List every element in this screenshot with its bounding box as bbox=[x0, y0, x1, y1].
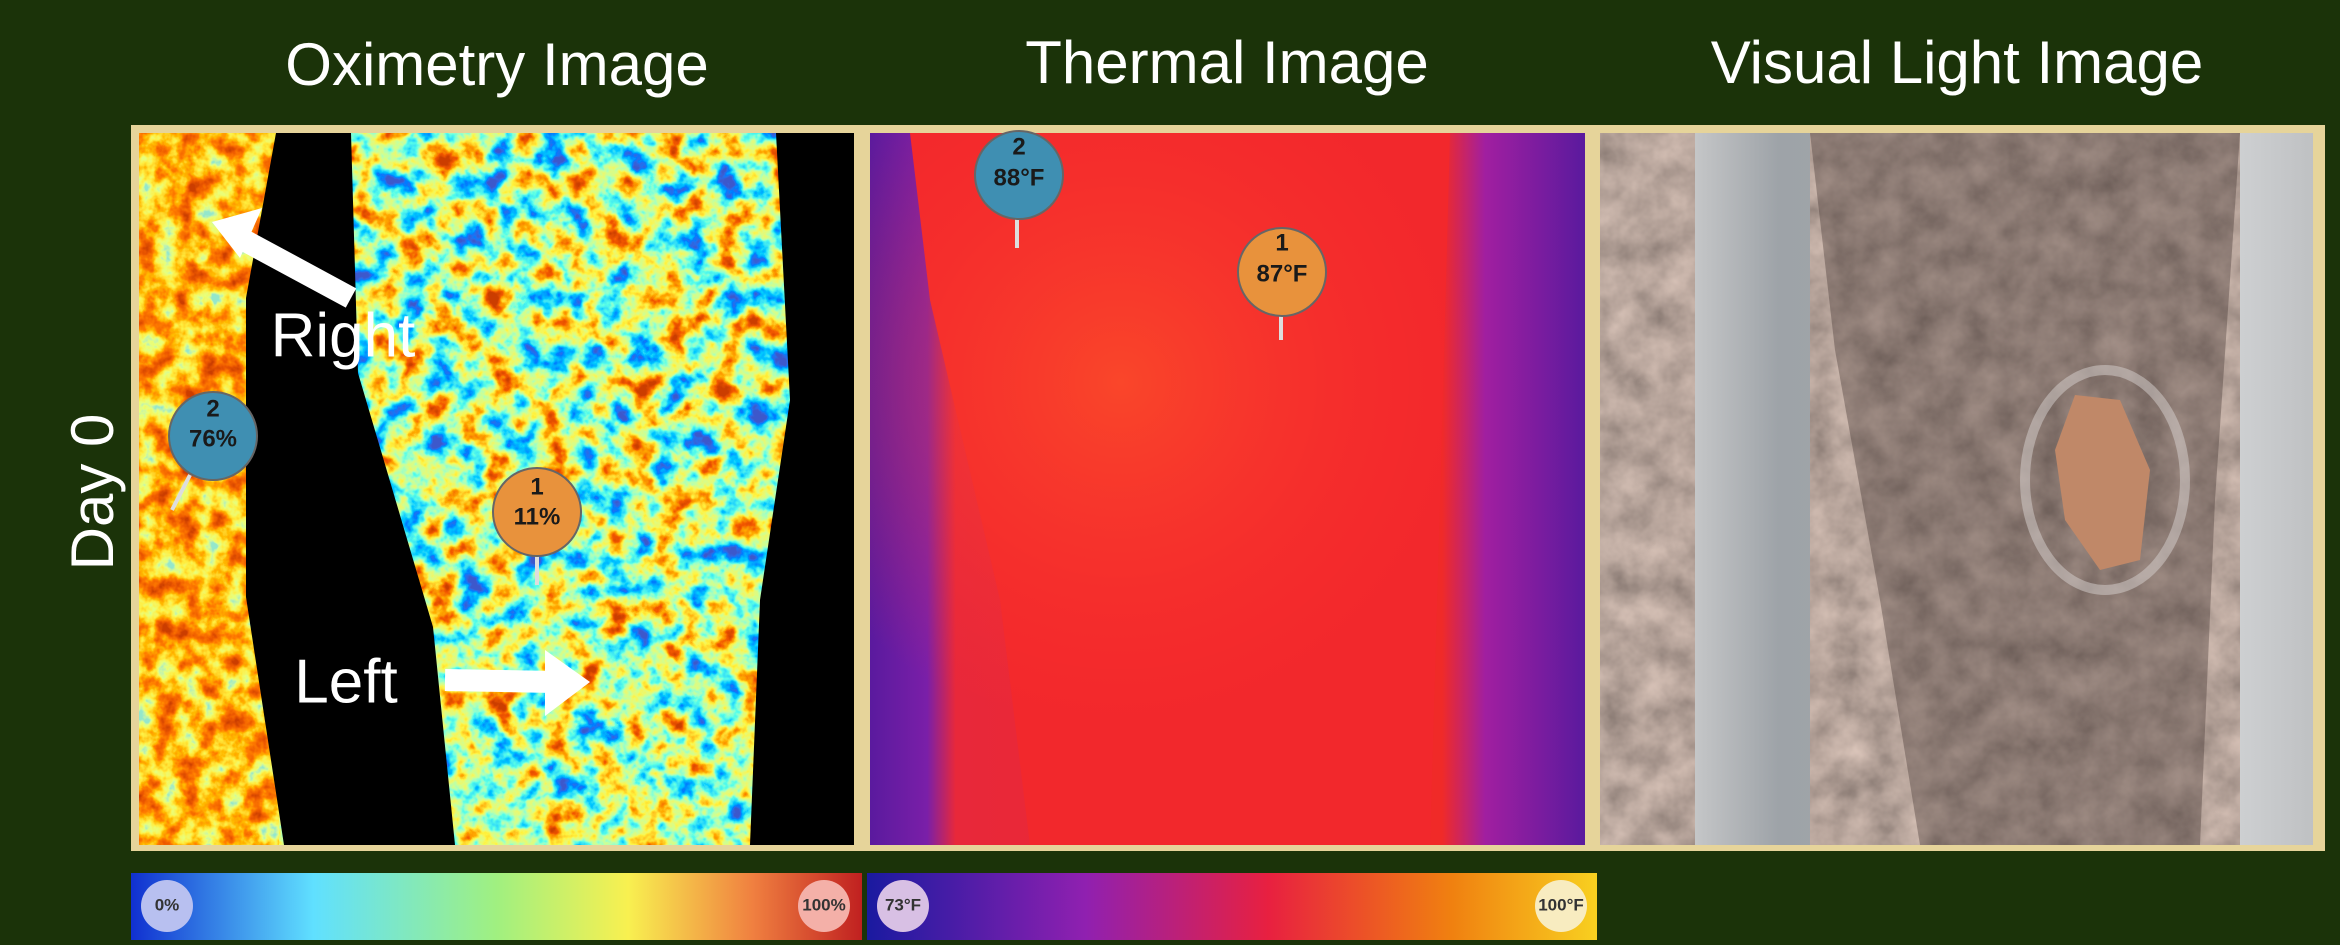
page: {"titles":["Oximetry Image","Thermal Ima… bbox=[0, 0, 2340, 940]
oximetry-image: Right Left 1 11% 2 76% bbox=[139, 133, 854, 845]
panel-title: Visual Light Image bbox=[1711, 29, 2204, 96]
scale-label: 100°F bbox=[1538, 895, 1584, 914]
marker-value: 88°F bbox=[994, 164, 1045, 191]
panel-title: Thermal Image bbox=[1025, 29, 1428, 96]
row-label: Day 0 bbox=[59, 414, 126, 571]
thermal-image: 2 88°F 1 87°F bbox=[870, 131, 1585, 845]
marker-value: 76% bbox=[189, 425, 237, 452]
scale-label: 73°F bbox=[885, 895, 921, 914]
marker-value: 87°F bbox=[1257, 260, 1308, 287]
arrow-label: Left bbox=[294, 647, 397, 716]
panel-title: Oximetry Image bbox=[285, 31, 708, 98]
scale-label: 0% bbox=[155, 895, 180, 914]
arrow-label: Right bbox=[271, 301, 416, 370]
thermal-scale: 73°F 100°F bbox=[867, 873, 1597, 940]
marker-value: 11% bbox=[514, 503, 561, 530]
oximetry-scale: 0% 100% bbox=[131, 873, 862, 940]
marker-number: 2 bbox=[206, 395, 219, 422]
marker-number: 2 bbox=[1012, 133, 1025, 160]
figure: Oximetry Image Thermal Image Visual Ligh… bbox=[0, 0, 2340, 940]
scale-label: 100% bbox=[802, 895, 845, 914]
marker-number: 1 bbox=[1275, 229, 1288, 256]
marker-number: 1 bbox=[530, 473, 543, 500]
visual-image bbox=[1600, 133, 2313, 845]
